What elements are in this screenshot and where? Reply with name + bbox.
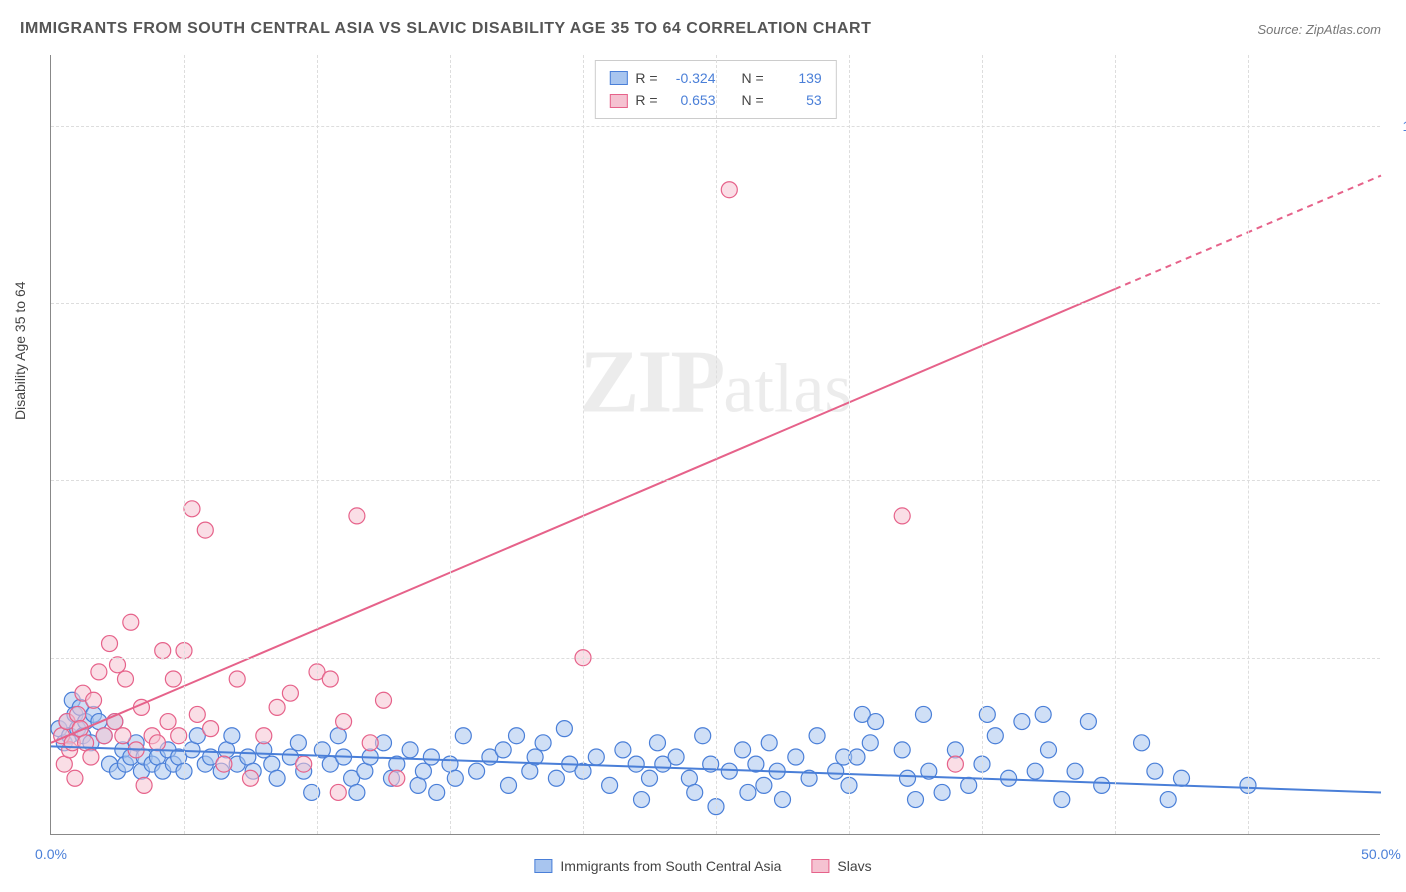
- legend-swatch-series2: [811, 859, 829, 873]
- plot-area: ZIPatlas R = -0.324 N = 139 R = 0.653 N …: [50, 55, 1380, 835]
- legend-label-series1: Immigrants from South Central Asia: [560, 858, 781, 874]
- legend-label-series2: Slavs: [837, 858, 871, 874]
- legend-swatch-series1: [534, 859, 552, 873]
- legend-item-series1: Immigrants from South Central Asia: [534, 858, 781, 874]
- y-axis-label: Disability Age 35 to 64: [12, 281, 28, 420]
- legend-item-series2: Slavs: [811, 858, 871, 874]
- bottom-legend: Immigrants from South Central Asia Slavs: [534, 858, 871, 874]
- chart-title: IMMIGRANTS FROM SOUTH CENTRAL ASIA VS SL…: [20, 20, 871, 38]
- source-attribution: Source: ZipAtlas.com: [1257, 22, 1381, 37]
